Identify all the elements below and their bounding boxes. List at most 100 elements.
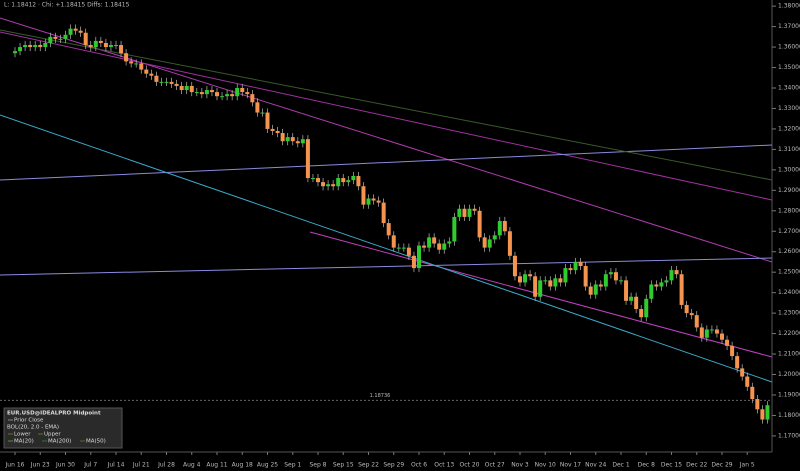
candle-body — [28, 45, 33, 48]
candle-body — [280, 133, 285, 142]
candle-body — [351, 176, 356, 181]
y-tick-label: 1.17000 — [778, 432, 800, 439]
y-tick-label: 1.28000 — [778, 207, 800, 214]
candle-body — [629, 296, 634, 301]
candle-body — [593, 284, 598, 295]
candle-body — [119, 45, 124, 54]
candle-body — [765, 405, 770, 420]
candle-body — [740, 368, 745, 377]
candle-body — [316, 178, 320, 183]
candle-body — [745, 376, 750, 387]
y-tick-label: 1.19000 — [778, 391, 800, 398]
trendline — [0, 257, 773, 276]
candle-body — [381, 202, 386, 224]
candle-body — [124, 53, 129, 62]
candle-body — [720, 333, 724, 340]
x-tick-label: Sep 1 — [284, 462, 301, 469]
candle-body — [240, 88, 245, 93]
candle-body — [401, 247, 406, 249]
x-tick-label: Sep 15 — [333, 462, 354, 469]
candle-body — [209, 90, 214, 93]
x-tick-label: Aug 11 — [206, 462, 227, 469]
candle-body — [568, 268, 573, 271]
y-tick-label: 1.34000 — [778, 85, 800, 92]
candle-body — [58, 38, 63, 40]
y-tick-label: 1.30000 — [778, 166, 800, 173]
candle-body — [583, 266, 588, 287]
candle-body — [533, 276, 538, 297]
candle-body — [512, 255, 517, 277]
trendline — [0, 31, 773, 201]
candle-body — [346, 180, 351, 183]
y-tick-label: 1.36000 — [778, 44, 800, 51]
candle-body — [725, 339, 730, 346]
y-tick-label: 1.26000 — [778, 248, 800, 255]
candle-body — [391, 235, 396, 248]
candle-body — [507, 231, 512, 256]
candle-body — [83, 32, 88, 46]
y-tick-label: 1.31000 — [778, 146, 800, 153]
header-text: L: 1.18412 · Chi: +1.18415 Diffs: 1.1841… — [4, 2, 130, 9]
y-tick-label: 1.22000 — [778, 330, 800, 337]
candle-body — [310, 178, 315, 180]
candle-body — [553, 278, 558, 287]
y-tick-label: 1.37000 — [778, 23, 800, 30]
x-tick-label: Aug 4 — [183, 462, 201, 469]
x-tick-label: Aug 25 — [257, 462, 278, 469]
legend-item: MA(20) — [14, 439, 34, 445]
candle-body — [497, 221, 502, 236]
candle-body — [447, 241, 452, 244]
candle-body — [326, 184, 331, 187]
candle-body — [154, 75, 159, 82]
candle-body — [139, 63, 144, 70]
candle-body — [689, 313, 694, 316]
x-tick-label: Dec 29 — [711, 462, 732, 469]
candle-body — [169, 81, 174, 84]
candle-body — [523, 274, 528, 283]
candle-body — [215, 92, 219, 97]
x-tick-label: Jun 30 — [55, 462, 75, 469]
candle-body — [189, 85, 194, 93]
candle-body — [659, 282, 664, 287]
candle-body — [174, 83, 179, 86]
candle-body — [543, 280, 548, 282]
x-tick-label: Jul 21 — [132, 462, 150, 469]
legend-item: BOL(20, 2.0 - EMA) — [7, 425, 59, 431]
y-tick-label: 1.25000 — [778, 269, 800, 276]
candle-body — [290, 137, 295, 142]
candle-body — [598, 284, 603, 287]
candle-body — [194, 92, 199, 94]
candle-body — [265, 112, 270, 129]
candle-body — [649, 284, 654, 299]
legend-box — [3, 407, 123, 449]
candle-body — [538, 280, 543, 297]
candle-body — [396, 247, 401, 249]
candle-body — [295, 141, 300, 144]
candle-body — [735, 356, 740, 369]
x-tick-label: Oct 20 — [460, 462, 480, 469]
candle-body — [730, 345, 735, 357]
candle-body — [305, 139, 310, 179]
candle-body — [103, 42, 108, 48]
candle-body — [43, 42, 48, 48]
x-tick-label: Jul 7 — [83, 462, 97, 469]
candle-body — [179, 85, 184, 91]
trendlines — [0, 17, 773, 383]
candle-body — [134, 63, 139, 65]
candle-body — [245, 92, 250, 95]
y-tick-label: 1.24000 — [778, 289, 800, 296]
candle-body — [417, 245, 421, 269]
candle-body — [68, 28, 73, 35]
candle-body — [694, 315, 699, 328]
candle-body — [366, 198, 371, 205]
x-tick-label: Oct 6 — [411, 462, 427, 469]
candle-body — [260, 112, 265, 114]
candle-body — [760, 409, 765, 420]
candle-body — [331, 184, 336, 187]
candle-body — [432, 237, 437, 244]
candle-body — [88, 45, 93, 48]
x-tick-label: Oct 27 — [485, 462, 505, 469]
candle-body — [518, 276, 522, 283]
candle-body — [528, 274, 533, 277]
